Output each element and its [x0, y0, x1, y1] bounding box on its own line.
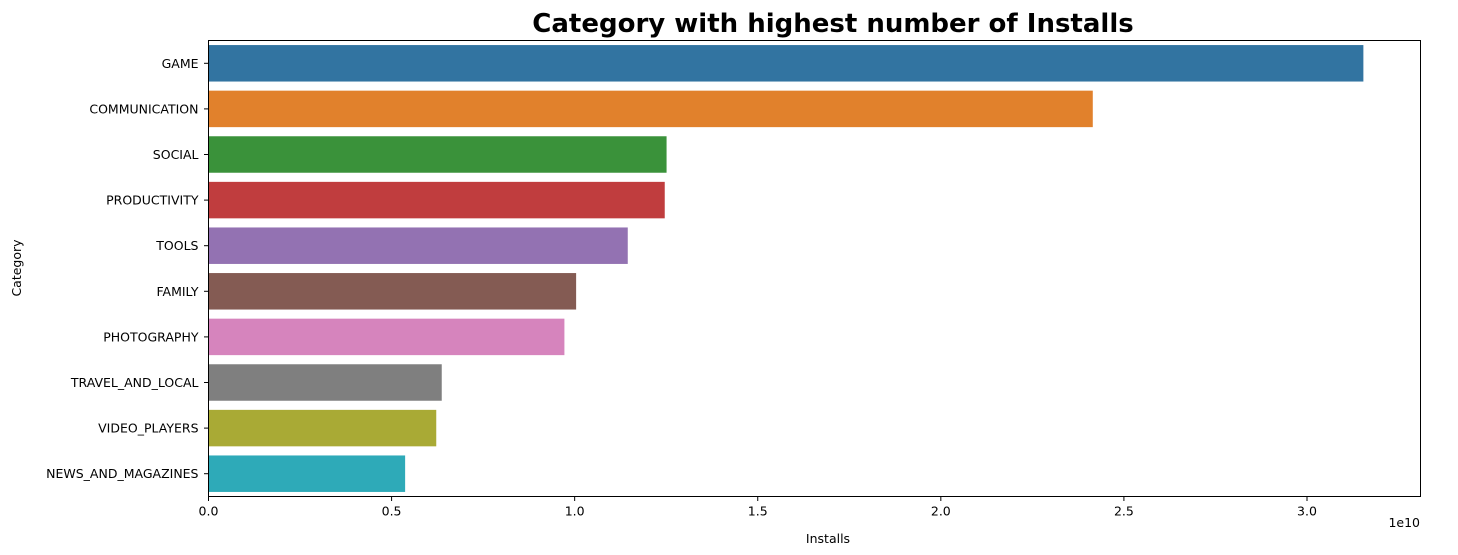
plot-frame: [208, 40, 1421, 497]
x-tick-label: 2.5: [1114, 504, 1134, 519]
bar-photography: [208, 318, 565, 356]
y-tick-label: TOOLS: [155, 238, 198, 253]
y-axis-label: Category: [9, 239, 24, 297]
x-axis-offset-text: 1e10: [1388, 515, 1420, 530]
y-tick-label: SOCIAL: [153, 147, 199, 162]
y-tick-label: COMMUNICATION: [89, 101, 198, 116]
y-tick-label: NEWS_AND_MAGAZINES: [46, 466, 198, 481]
bar-productivity: [208, 181, 665, 219]
x-axis-label: Installs: [806, 531, 850, 546]
y-tick-label: PRODUCTIVITY: [106, 193, 199, 208]
bar-tools: [208, 227, 628, 264]
y-tick-label: TRAVEL_AND_LOCAL: [70, 375, 199, 390]
y-axis-ticks: GAME COMMUNICATION SOCIAL PRODUCTIVITY TOOLS…: [46, 56, 209, 481]
x-tick-label: 0.0: [199, 504, 219, 519]
chart-title: Category with highest number of Installs: [532, 9, 1133, 39]
y-tick-label: VIDEO_PLAYERS: [98, 421, 198, 436]
bar-game: [208, 45, 1364, 82]
bar-communication: [208, 90, 1093, 128]
x-tick-label: 2.0: [931, 504, 951, 519]
bar-travel-and-local: [208, 364, 442, 401]
bars-group: [208, 45, 1364, 492]
y-tick-label: FAMILY: [156, 284, 198, 299]
bar-family: [208, 273, 577, 310]
y-tick-label: PHOTOGRAPHY: [103, 329, 199, 344]
x-axis-ticks: 0.0 0.5 1.0 1.5 2.0 2.5 3.0: [199, 496, 1317, 519]
bar-social: [208, 136, 667, 173]
x-tick-label: 1.0: [565, 504, 585, 519]
bar-video-players: [208, 409, 437, 447]
bar-news-and-magazines: [208, 455, 406, 492]
x-tick-label: 0.5: [382, 504, 402, 519]
x-tick-label: 3.0: [1297, 504, 1317, 519]
x-tick-label: 1.5: [748, 504, 768, 519]
y-tick-label: GAME: [162, 56, 199, 71]
